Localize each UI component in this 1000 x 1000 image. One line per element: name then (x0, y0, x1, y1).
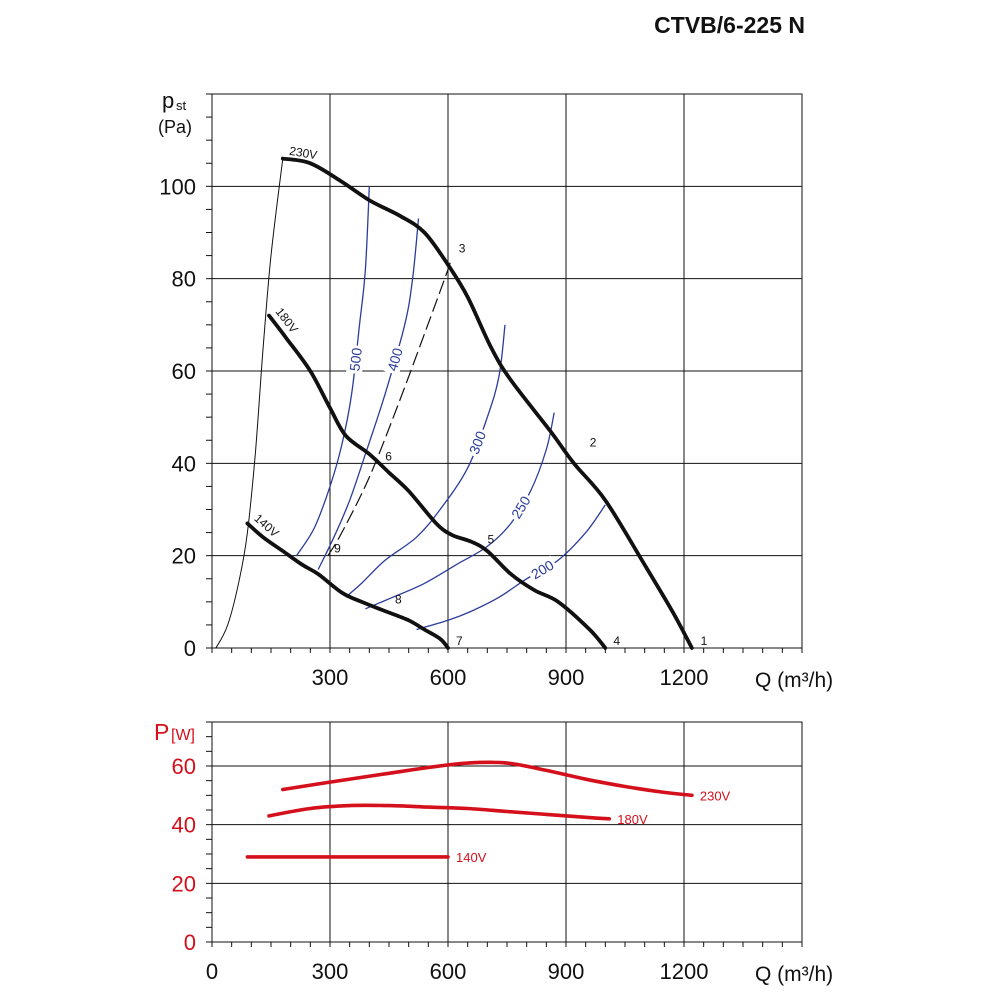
point-label-5: 5 (487, 532, 494, 546)
iso-curve-200 (416, 504, 606, 631)
point-label-7: 7 (456, 634, 463, 648)
y-tick-label: 0 (184, 930, 196, 955)
power-curve-230V (281, 760, 694, 798)
y-axis-label: P (154, 719, 169, 745)
x-tick-label: 900 (548, 665, 585, 690)
x-tick-label: 1200 (660, 665, 709, 690)
power-curve-label-180V: 180V (617, 812, 648, 827)
x-axis-label: Q (m³/h) (755, 963, 833, 986)
power-curve-180V (267, 803, 612, 821)
y-tick-label: 40 (172, 451, 196, 476)
x-tick-label: 1200 (660, 959, 709, 984)
point-label-4: 4 (613, 634, 620, 648)
operating-envelope (215, 158, 284, 649)
iso-label-bg (506, 491, 535, 524)
x-tick-label: 600 (430, 665, 467, 690)
y-axis-label: p (162, 88, 174, 113)
iso-curve-label-300: 300 (466, 429, 489, 457)
x-tick-label: 600 (430, 959, 467, 984)
pressure-curve-label-140V: 140V (251, 511, 281, 540)
x-axis-label: Q (m³/h) (755, 669, 833, 692)
plot-frame (211, 721, 803, 943)
y-tick-label: 40 (172, 813, 196, 838)
iso-label-bg (526, 555, 559, 584)
point-label-6: 6 (385, 449, 392, 463)
pressure-curve-230V (280, 156, 694, 650)
point-label-3: 3 (459, 242, 466, 256)
iso-curve-label-500: 500 (346, 347, 365, 372)
x-tick-label: 900 (548, 959, 585, 984)
x-tick-label: 0 (206, 959, 218, 984)
power-curve-label-140V: 140V (456, 850, 487, 865)
point-label-8: 8 (395, 592, 402, 606)
y-tick-label: 100 (159, 174, 196, 199)
y-tick-label: 80 (172, 267, 196, 292)
y-tick-label: 20 (172, 871, 196, 896)
point-label-9: 9 (334, 542, 341, 556)
pressure-panel: 0 20 40 60 80 100 300 600 900 1200 Q (m³/h) p st (Pa)… (158, 88, 833, 692)
pressure-curve-label-230V: 230V (288, 144, 318, 162)
system-line (327, 259, 452, 557)
chart-title: CTVB/6-225 N (654, 12, 805, 38)
iso-label-bg (346, 344, 366, 375)
point-label-2: 2 (590, 435, 597, 449)
y-tick-label: 0 (184, 636, 196, 661)
y-axis-unit: (Pa) (158, 117, 192, 137)
iso-label-bg (383, 343, 407, 376)
pressure-curve-180V (267, 313, 608, 650)
iso-curve-250 (365, 412, 555, 610)
y-axis-unit: [W] (171, 727, 195, 744)
iso-label-bg (464, 426, 491, 459)
pressure-curve-140V (245, 521, 450, 650)
y-tick-label: 20 (172, 544, 196, 569)
iso-curve-300 (345, 324, 506, 598)
x-tick-label: 300 (312, 665, 349, 690)
iso-curve-500 (296, 186, 370, 557)
y-tick-label: 60 (172, 359, 196, 384)
iso-curve-label-400: 400 (384, 346, 406, 373)
y-axis-label-sub: st (176, 98, 187, 113)
point-label-1: 1 (701, 634, 708, 648)
iso-curve-400 (317, 218, 420, 570)
x-tick-label: 300 (312, 959, 349, 984)
y-tick-label: 60 (172, 754, 196, 779)
pressure-curve-label-180V: 180V (273, 305, 301, 336)
power-curve-label-230V: 230V (700, 788, 731, 803)
